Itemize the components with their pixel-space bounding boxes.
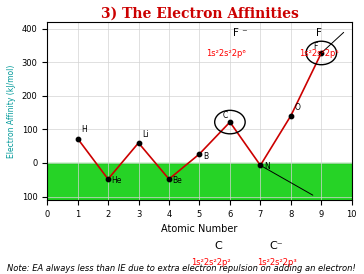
Text: Li: Li — [142, 130, 149, 139]
Title: 3) The Electron Affinities: 3) The Electron Affinities — [100, 7, 298, 21]
Point — [227, 120, 233, 124]
Point — [105, 177, 111, 181]
Text: 1s²2s²2p⁵: 1s²2s²2p⁵ — [298, 48, 339, 58]
Text: B: B — [203, 152, 208, 161]
Text: He: He — [112, 176, 122, 185]
Text: C: C — [214, 241, 222, 251]
Text: 1s²2s²2p⁶: 1s²2s²2p⁶ — [206, 48, 246, 58]
Text: F ⁻: F ⁻ — [233, 28, 248, 38]
Point — [318, 51, 324, 55]
Point — [166, 177, 172, 181]
Y-axis label: Electron Affinity (kJ/mol): Electron Affinity (kJ/mol) — [7, 64, 16, 158]
X-axis label: Atomic Number: Atomic Number — [161, 224, 238, 234]
Point — [197, 152, 202, 156]
Text: C⁻: C⁻ — [270, 241, 284, 251]
Text: F: F — [316, 28, 321, 38]
Text: O: O — [294, 103, 300, 112]
Point — [136, 141, 142, 145]
Text: 1s²2s²2p³: 1s²2s²2p³ — [257, 258, 297, 267]
Text: F: F — [314, 42, 318, 51]
Point — [75, 136, 80, 141]
Point — [288, 113, 294, 118]
Text: C: C — [222, 112, 228, 120]
Point — [257, 163, 263, 167]
Text: 1s²2s²2p²: 1s²2s²2p² — [191, 258, 231, 267]
Text: H: H — [81, 125, 87, 135]
Text: Be: Be — [173, 176, 182, 185]
Text: N: N — [264, 162, 270, 171]
Text: Note: EA always less than IE due to extra electron repulsion on adding an electr: Note: EA always less than IE due to extr… — [7, 264, 356, 273]
